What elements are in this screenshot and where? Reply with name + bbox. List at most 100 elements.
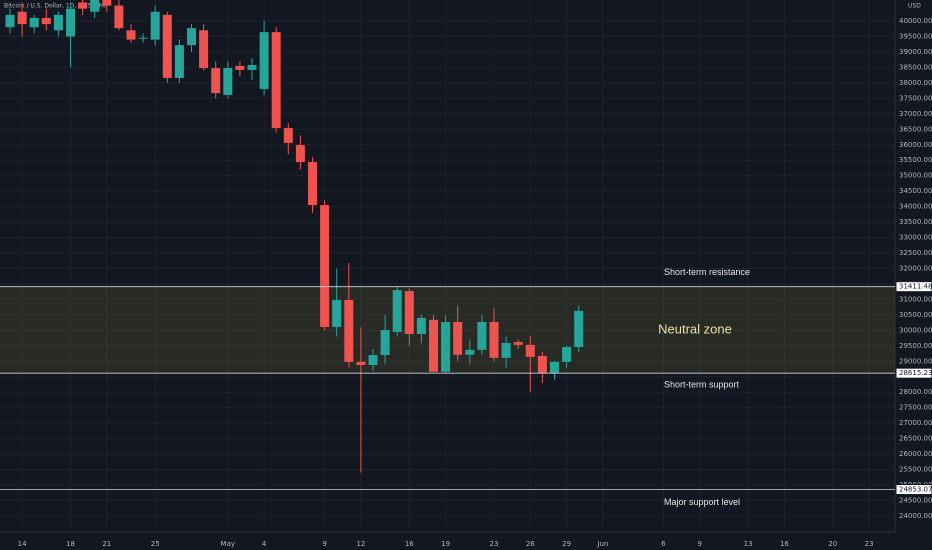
candle-body: [211, 68, 221, 94]
x-tick-label: 16: [405, 540, 414, 548]
y-tick-label: 25500.00: [899, 466, 932, 474]
candle-body: [380, 330, 390, 356]
y-tick-label: 32000.00: [899, 264, 932, 272]
candle-body: [53, 14, 63, 31]
y-tick-label: 38500.00: [899, 63, 932, 71]
candle-body: [162, 14, 172, 78]
y-tick-label: 36000.00: [899, 141, 932, 149]
candle-body: [29, 17, 39, 28]
x-tick-label: 21: [102, 540, 111, 548]
candle-body: [501, 343, 511, 358]
y-tick-label: 38000.00: [899, 79, 932, 87]
candle-body: [78, 2, 88, 9]
x-tick-label: 26: [526, 540, 535, 548]
candle-body: [150, 11, 160, 40]
candle-body: [308, 162, 317, 206]
candle-body: [477, 321, 487, 350]
y-tick-label: 26000.00: [899, 450, 932, 458]
candle-body: [320, 205, 330, 327]
level-price-box: [895, 484, 932, 496]
x-tick-label: 23: [490, 540, 499, 548]
candle-body: [174, 45, 184, 78]
x-tick-label: 6: [661, 540, 666, 548]
x-tick-label: May: [221, 540, 235, 548]
candle-body: [332, 300, 342, 327]
candle-body: [283, 128, 293, 143]
y-tick-label: 39500.00: [899, 32, 932, 40]
y-tick-label: 30500.00: [899, 311, 932, 319]
x-tick-label: 25: [151, 540, 160, 548]
candle-body: [295, 145, 305, 163]
x-tick-label: 9: [697, 540, 701, 548]
y-tick-label: 29500.00: [899, 342, 932, 350]
y-tick-label: 27000.00: [899, 419, 932, 427]
y-tick-label: 28000.00: [899, 388, 932, 396]
candle-body: [416, 317, 426, 335]
candle-body: [513, 342, 523, 345]
y-tick-label: 24000.00: [899, 512, 932, 520]
x-tick-label: Jun: [596, 540, 608, 548]
candle-body: [489, 321, 499, 358]
candle-body: [114, 5, 124, 29]
y-tick-label: 30000.00: [899, 326, 932, 334]
candle-body: [17, 11, 27, 25]
candle-body: [187, 28, 196, 46]
y-tick-label: 34500.00: [899, 187, 932, 195]
x-tick-label: 13: [744, 540, 753, 548]
x-tick-label: 29: [562, 540, 571, 548]
candle-body: [126, 30, 136, 40]
level-price-label: 28615.23: [899, 369, 932, 377]
candle-body: [392, 290, 402, 332]
y-tick-label: 27500.00: [899, 404, 932, 412]
x-tick-label: 12: [356, 540, 365, 548]
candle-body: [368, 355, 378, 365]
candle-body: [5, 14, 15, 28]
candle-body: [356, 361, 366, 365]
candle-body: [562, 347, 572, 362]
x-tick-label: 19: [441, 540, 450, 548]
candle-body: [574, 310, 584, 348]
candle-body: [90, 0, 100, 12]
y-tick-label: 40000.00: [899, 17, 932, 25]
chart-title: Bitcoin / U.S. Dollar, 1D, BITSTAMP: [4, 3, 108, 10]
y-tick-label: 37000.00: [899, 110, 932, 118]
zone-label: Neutral zone: [658, 321, 732, 336]
y-tick-label: 36500.00: [899, 125, 932, 133]
x-tick-label: 9: [322, 540, 326, 548]
candle-body: [271, 32, 281, 129]
candle-body: [525, 344, 535, 357]
candle-body: [429, 319, 438, 372]
y-tick-label: 37500.00: [899, 94, 932, 102]
y-tick-label: 31000.00: [899, 295, 932, 303]
candle-body: [235, 65, 245, 70]
candle-body: [259, 32, 269, 90]
y-tick-label: 35000.00: [899, 172, 932, 180]
x-tick-label: 16: [780, 540, 789, 548]
y-tick-label: 34000.00: [899, 203, 932, 211]
candle-body: [404, 291, 414, 335]
level-price-label: 31411.48: [899, 283, 932, 291]
candle-body: [138, 37, 148, 39]
y-tick-label: 35500.00: [899, 156, 932, 164]
candle-body: [465, 349, 475, 355]
x-tick-label: 23: [865, 540, 874, 548]
candle-body: [102, 0, 112, 6]
y-tick-label: 26500.00: [899, 435, 932, 443]
annotation: Major support level: [664, 497, 740, 507]
annotation: Short-term support: [664, 380, 740, 390]
annotation: Short-term resistance: [664, 267, 750, 277]
y-tick-label: 32500.00: [899, 249, 932, 257]
currency-label: USD: [908, 3, 921, 10]
candle-body: [441, 321, 451, 372]
level-price-label: 24853.07: [899, 486, 932, 494]
candle-body: [550, 361, 559, 374]
candle-body: [199, 30, 209, 69]
candle-body: [223, 68, 233, 95]
candle-body: [247, 64, 257, 70]
candle-body: [66, 8, 75, 37]
level-price-box: [895, 367, 932, 379]
y-tick-label: 39000.00: [899, 48, 932, 56]
candle-body: [453, 321, 463, 355]
candle-body: [344, 300, 354, 362]
